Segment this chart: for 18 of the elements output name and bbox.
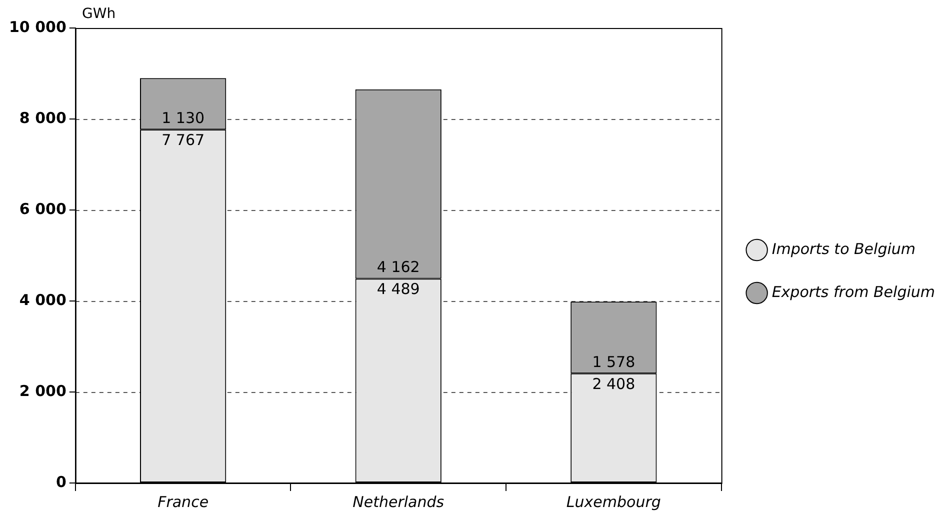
y-axis-title: GWh xyxy=(82,6,116,22)
data-label: 4 489 xyxy=(376,280,420,298)
y-tick-label: 8 000 xyxy=(19,108,66,127)
data-label: 1 578 xyxy=(592,352,636,371)
data-label: 1 130 xyxy=(162,108,205,127)
data-label: 2 408 xyxy=(592,374,636,393)
y-tick-label: 0 xyxy=(56,472,66,491)
legend-label: Imports to Belgium xyxy=(772,240,916,258)
x-tick-label: France xyxy=(158,492,209,511)
data-label: 4 162 xyxy=(376,258,420,276)
y-tick-label: 6 000 xyxy=(19,200,66,218)
y-tick-label: 2 000 xyxy=(19,382,66,400)
legend-label: Exports from Belgium xyxy=(772,282,936,301)
x-tick-label: Netherlands xyxy=(352,492,444,511)
x-tick-label: Luxembourg xyxy=(566,492,661,511)
y-tick-label: 10 000 xyxy=(8,18,66,36)
y-tick-label: 4 000 xyxy=(19,290,66,309)
data-label: 7 767 xyxy=(162,130,205,149)
